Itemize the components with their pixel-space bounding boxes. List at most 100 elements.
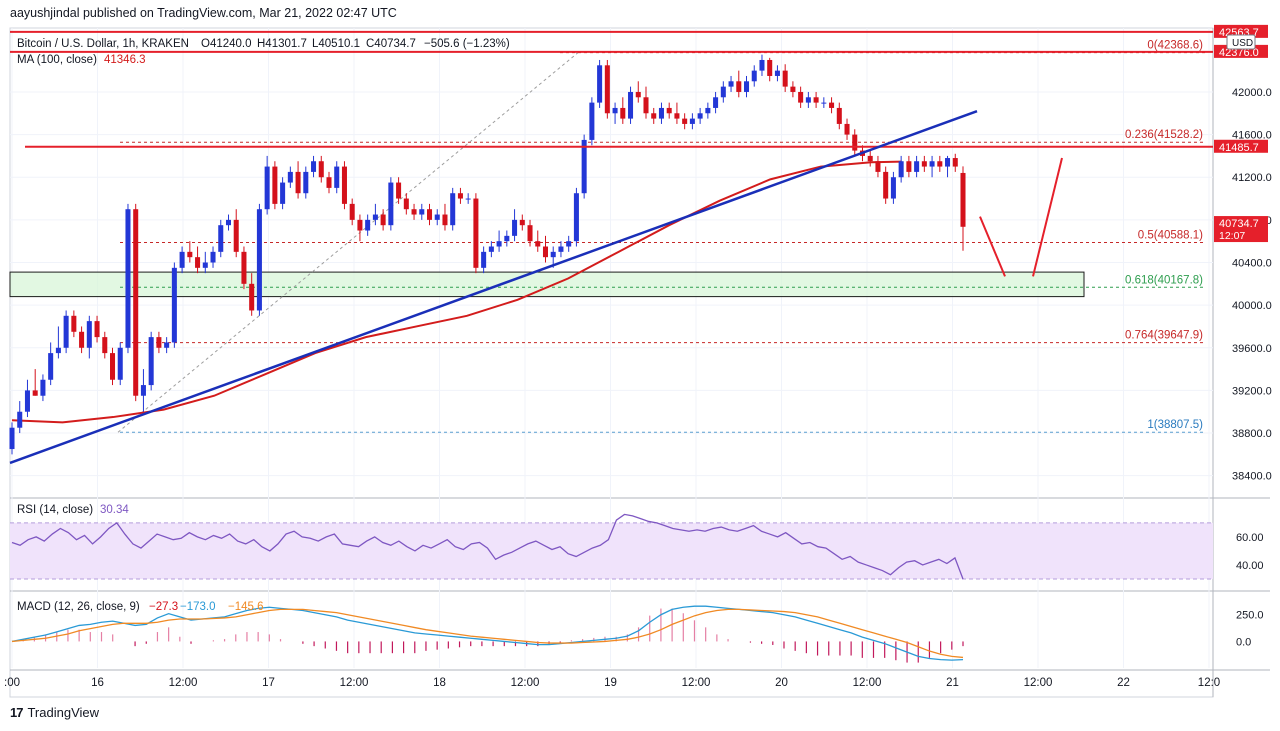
price-tick-label: 39200.0 bbox=[1232, 385, 1272, 397]
candle-body bbox=[233, 219, 239, 252]
price-tag-label: 40734.7 bbox=[1219, 218, 1259, 230]
price-tag bbox=[1214, 24, 1268, 38]
candle-body bbox=[743, 81, 750, 92]
candle-body bbox=[674, 113, 680, 119]
time-tick-label: 12:00 bbox=[682, 677, 711, 689]
candle-body bbox=[195, 257, 201, 268]
tradingview-logo[interactable]: 17 TradingView bbox=[10, 705, 99, 720]
rsi-legend-label: RSI (14, close) bbox=[17, 504, 93, 516]
fib-level-label: 0(42368.6) bbox=[1147, 40, 1203, 52]
candle-body bbox=[79, 331, 85, 348]
candle-body bbox=[759, 59, 765, 71]
candle-body bbox=[318, 161, 324, 178]
candle-body bbox=[535, 241, 541, 247]
macd-tick-label: 0.0 bbox=[1236, 636, 1251, 648]
price-tag bbox=[1214, 139, 1268, 153]
candle-body bbox=[249, 283, 255, 311]
candle-body bbox=[751, 70, 757, 82]
candle-body bbox=[287, 171, 293, 183]
candle-body bbox=[71, 315, 77, 332]
candle-body bbox=[736, 81, 742, 92]
ohlc-open: O41240.0 bbox=[201, 38, 252, 50]
ma-layer bbox=[11, 160, 902, 424]
price-tick-label: 38800.0 bbox=[1232, 428, 1272, 440]
candle-body bbox=[713, 97, 719, 108]
candle-body bbox=[334, 166, 340, 188]
price-tag-countdown: 12:07 bbox=[1219, 230, 1245, 242]
candle-body bbox=[867, 155, 873, 162]
candle-body bbox=[311, 161, 317, 172]
candle-body bbox=[55, 347, 61, 354]
symbol-title: Bitcoin / U.S. Dollar, 1h, KRAKEN bbox=[17, 38, 189, 50]
candle-body bbox=[303, 171, 309, 194]
candle-body bbox=[202, 262, 208, 268]
time-tick-label: 20 bbox=[775, 677, 788, 689]
candle-body bbox=[326, 177, 332, 188]
candle-body bbox=[573, 193, 579, 242]
candle-body bbox=[148, 337, 154, 386]
grid-layer bbox=[9, 27, 1270, 698]
candle-body bbox=[396, 182, 402, 199]
candle-body bbox=[280, 182, 286, 204]
macd-tick-label: 250.0 bbox=[1236, 610, 1264, 622]
candle-body bbox=[883, 171, 889, 199]
candle-body bbox=[566, 241, 572, 247]
candle-body bbox=[542, 246, 549, 258]
price-tick-label: 40400.0 bbox=[1232, 258, 1272, 270]
rsi-tick-label: 40.00 bbox=[1236, 560, 1264, 572]
candle-body bbox=[403, 198, 409, 210]
candle-body bbox=[682, 118, 688, 124]
time-tick-label: 16 bbox=[91, 677, 104, 689]
candle-body bbox=[604, 65, 610, 114]
candle-body bbox=[156, 337, 162, 348]
candle-body bbox=[767, 59, 773, 76]
candle-body bbox=[225, 219, 232, 226]
candle-body bbox=[133, 209, 139, 396]
candle-body bbox=[341, 166, 347, 204]
candle-body bbox=[372, 214, 378, 220]
publisher-header: aayushjindal published on TradingView.co… bbox=[10, 6, 397, 20]
candle-body bbox=[357, 219, 363, 231]
candle-body bbox=[705, 107, 711, 114]
tradingview-brand: TradingView bbox=[27, 705, 100, 720]
candle-body bbox=[426, 209, 433, 220]
candle-body bbox=[171, 267, 177, 343]
candle-body bbox=[844, 123, 850, 135]
candle-body bbox=[411, 209, 417, 215]
candle-body bbox=[295, 171, 301, 194]
macd-legend-value-1: −27.3 bbox=[149, 601, 178, 613]
candle-body bbox=[805, 97, 811, 103]
candle-body bbox=[906, 161, 912, 172]
candle-body bbox=[40, 379, 46, 396]
candle-body bbox=[380, 214, 386, 226]
fib-layer: 0(42368.6) 0.236(41528.2) 0.5(40588.1) 0.61… bbox=[9, 40, 1206, 433]
price-tag-label: 41485.7 bbox=[1219, 142, 1259, 154]
chart-frame bbox=[9, 27, 1214, 698]
macd-line bbox=[11, 605, 964, 661]
candle-body bbox=[689, 118, 695, 124]
rsi-line bbox=[11, 513, 964, 580]
candle-body bbox=[125, 209, 131, 348]
candle-body bbox=[450, 193, 456, 226]
time-tick-label: 12:00 bbox=[511, 677, 540, 689]
time-tick-label: 12:00 bbox=[169, 677, 198, 689]
candle-body bbox=[442, 214, 448, 226]
candle-body bbox=[821, 102, 827, 104]
rsi-pane: 60.00 40.00 bbox=[10, 513, 1264, 580]
candle-body bbox=[628, 91, 634, 119]
candle-body bbox=[86, 321, 92, 348]
candle-body bbox=[465, 198, 471, 200]
candle-body bbox=[117, 347, 123, 380]
time-tick-label: 22 bbox=[1117, 677, 1130, 689]
candle-body bbox=[952, 158, 958, 167]
candle-body bbox=[512, 219, 518, 236]
fib-level-label: 0.618(40167.8) bbox=[1125, 274, 1203, 286]
candle-body bbox=[697, 113, 703, 119]
macd-legend-value-3: −145.6 bbox=[228, 601, 264, 613]
candle-body bbox=[666, 107, 672, 114]
time-tick-label: 12:00 bbox=[1024, 677, 1053, 689]
candle-body bbox=[63, 315, 69, 348]
time-tick-label: 12:0 bbox=[1198, 677, 1220, 689]
candle-body bbox=[17, 411, 23, 428]
